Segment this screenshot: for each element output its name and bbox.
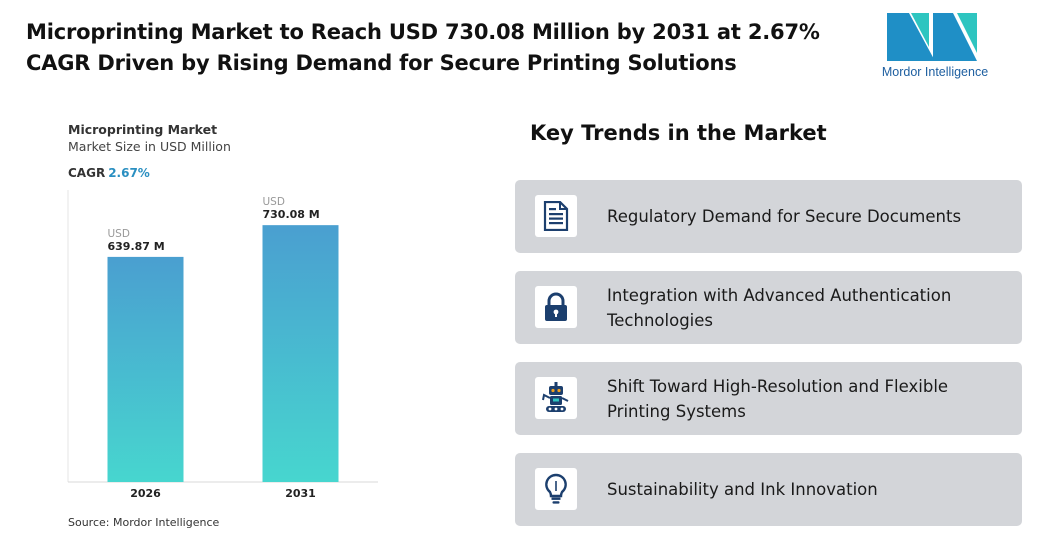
trend-icon-container [535,195,577,237]
trend-card-printing-systems: Shift Toward High-Resolution and Flexibl… [515,362,1022,435]
trend-icon-container [535,377,577,419]
trend-label: Shift Toward High-Resolution and Flexibl… [607,376,949,421]
cagr-line: CAGR 2.67% [68,166,150,180]
trend-label: Sustainability and Ink Innovation [607,480,878,499]
bar-value-prefix: USD [108,228,130,240]
trend-card-sustainability: Sustainability and Ink Innovation [515,453,1022,526]
headline-line-1: Microprinting Market to Reach USD 730.08… [26,20,820,44]
cagr-value: 2.67% [108,166,150,180]
bar-2026 [107,256,184,482]
trend-card-authentication: Integration with Advanced Authentication… [515,271,1022,344]
logo-text: Mordor Intelligence [881,65,989,79]
chart-subtitle: Market Size in USD Million [68,139,231,154]
document-icon [543,201,569,231]
page-headline: Microprinting Market to Reach USD 730.08… [26,17,846,79]
cagr-label: CAGR [68,166,106,180]
x-tick-label: 2031 [285,487,316,500]
lock-icon [545,292,567,321]
trend-label: Regulatory Demand for Secure Documents [607,207,962,226]
trend-icon-container [535,468,577,510]
trend-card-regulatory: Regulatory Demand for Secure Documents [515,180,1022,253]
headline-line-2: CAGR Driven by Rising Demand for Secure … [26,51,737,75]
x-tick-label: 2026 [130,487,161,500]
bar-value-label: 639.87 M [108,240,165,253]
trend-label: Integration with Advanced Authentication… [607,285,952,330]
lightbulb-icon [545,473,567,504]
chart-title: Microprinting Market [68,122,218,137]
robot-icon [542,382,569,412]
chart-source: Source: Mordor Intelligence [68,516,220,529]
logo-mark-icon [887,13,977,61]
trends-title: Key Trends in the Market [530,121,827,145]
bar-2031 [262,225,339,482]
company-logo: Mordor Intelligence [875,10,995,85]
bar-value-label: 730.08 M [263,208,320,221]
bar-value-prefix: USD [263,196,285,208]
trend-icon-container [535,286,577,328]
